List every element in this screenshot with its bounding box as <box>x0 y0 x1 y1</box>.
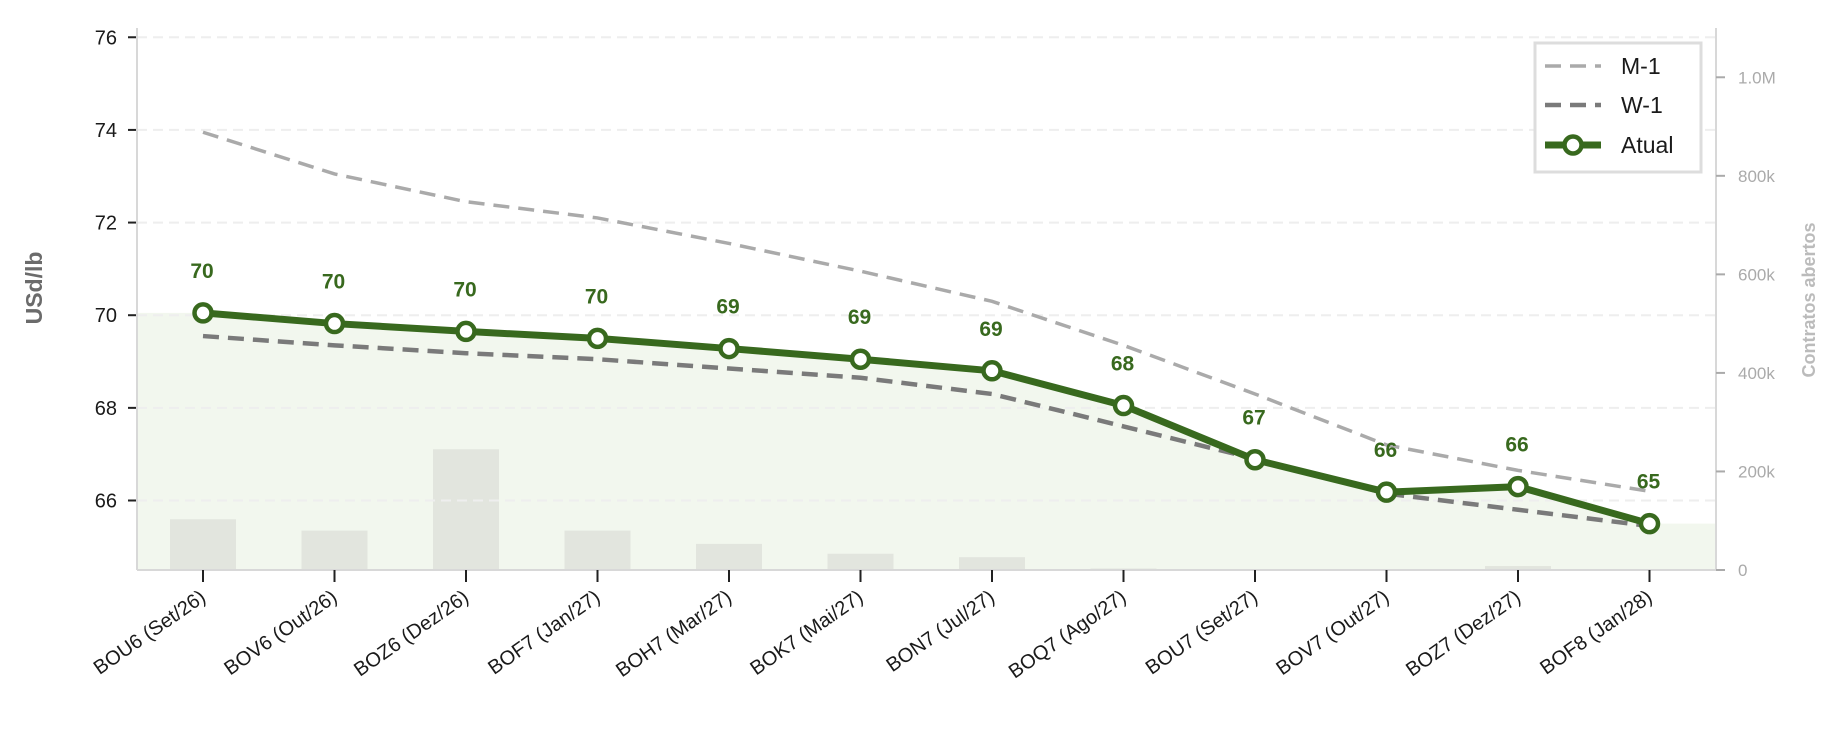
y2-tick-label: 800k <box>1738 167 1775 186</box>
open-interest-bar <box>301 530 368 570</box>
data-label: 69 <box>716 296 739 319</box>
data-point <box>192 302 214 324</box>
series-line-w1 <box>202 333 1650 529</box>
data-point <box>1112 394 1135 417</box>
open-interest-bar <box>959 557 1025 570</box>
data-point <box>323 312 346 335</box>
area-fill <box>137 312 1716 570</box>
data-label: 70 <box>322 271 345 294</box>
data-label: 69 <box>848 306 871 329</box>
data-label: 70 <box>453 278 476 301</box>
grid-lines <box>137 36 1716 502</box>
x-tick-label: BON7 (Jul/27) <box>882 586 998 677</box>
y-tick-label: 74 <box>95 120 117 142</box>
data-label: 69 <box>979 318 1002 341</box>
data-label: 70 <box>585 285 608 308</box>
open-interest-bar <box>696 543 762 570</box>
series-lines <box>192 130 1661 535</box>
data-label: 65 <box>1637 471 1661 494</box>
area-fill-layer <box>137 312 1716 570</box>
open-interest-bar <box>827 553 894 570</box>
series-line-m1 <box>202 130 1650 493</box>
data-point <box>981 360 1003 382</box>
data-point <box>455 320 477 343</box>
y-tick-label: 66 <box>95 491 117 513</box>
x-tick-label: BOK7 (Mai/27) <box>746 586 867 680</box>
x-tick-label: BOF7 (Jan/27) <box>484 586 604 679</box>
x-tick-label: BOQ7 (Ago/27) <box>1005 586 1131 683</box>
x-tick-label: BOU7 (Set/27) <box>1142 586 1262 679</box>
data-label: 67 <box>1242 407 1265 430</box>
y2-tick-label: 0 <box>1738 561 1747 580</box>
x-tick-label: BOZ6 (Dez/26) <box>350 586 473 681</box>
y-tick-label: 70 <box>95 305 117 327</box>
data-label: 70 <box>190 260 213 283</box>
data-point <box>1244 448 1266 471</box>
data-point <box>1375 481 1398 503</box>
legend-marker <box>1562 134 1584 156</box>
x-tick-label: BOV7 (Out/27) <box>1272 586 1393 680</box>
y-tick-label: 72 <box>95 213 117 235</box>
y2-tick-label: 600k <box>1738 265 1775 284</box>
legend-label: Atual <box>1621 132 1673 158</box>
open-interest-bars <box>170 449 1683 570</box>
y-tick-label: 76 <box>95 27 117 49</box>
data-point <box>849 348 872 370</box>
open-interest-bar <box>170 519 236 570</box>
series-line-atual <box>202 309 1651 528</box>
x-tick-label: BOU6 (Set/26) <box>90 586 210 679</box>
open-interest-bar <box>433 449 499 570</box>
legend-label: W-1 <box>1621 92 1663 118</box>
y2-tick-label: 200k <box>1738 462 1775 481</box>
data-label: 66 <box>1374 439 1397 462</box>
x-tick-label: BOV6 (Out/26) <box>220 586 341 680</box>
y2-tick-label: 400k <box>1738 364 1775 383</box>
y2-axis-title: Contratos abertos <box>1799 222 1819 377</box>
x-tick-label: BOF8 (Jan/28) <box>1536 586 1656 679</box>
legend-box <box>1533 41 1703 174</box>
legend-label: M-1 <box>1621 53 1661 79</box>
data-point <box>718 337 740 360</box>
x-tick-label: BOH7 (Mar/27) <box>612 586 736 682</box>
data-point <box>1507 475 1529 498</box>
data-label: 68 <box>1111 353 1135 376</box>
legend: M-1 W-1 Atual <box>1533 41 1703 174</box>
y-tick-label: 68 <box>95 398 117 420</box>
open-interest-bar <box>564 530 631 570</box>
data-point <box>586 327 609 350</box>
x-tick-label: BOZ7 (Dez/27) <box>1402 586 1525 681</box>
open-interest-bar <box>1485 566 1551 570</box>
data-label: 66 <box>1505 434 1528 457</box>
y-axis-title: USd/lb <box>21 252 47 325</box>
y2-tick-label: 1.0M <box>1738 68 1776 87</box>
data-labels: 70 70 70 70 69 69 69 68 67 66 66 65 <box>190 260 1660 494</box>
data-point <box>1638 512 1661 535</box>
